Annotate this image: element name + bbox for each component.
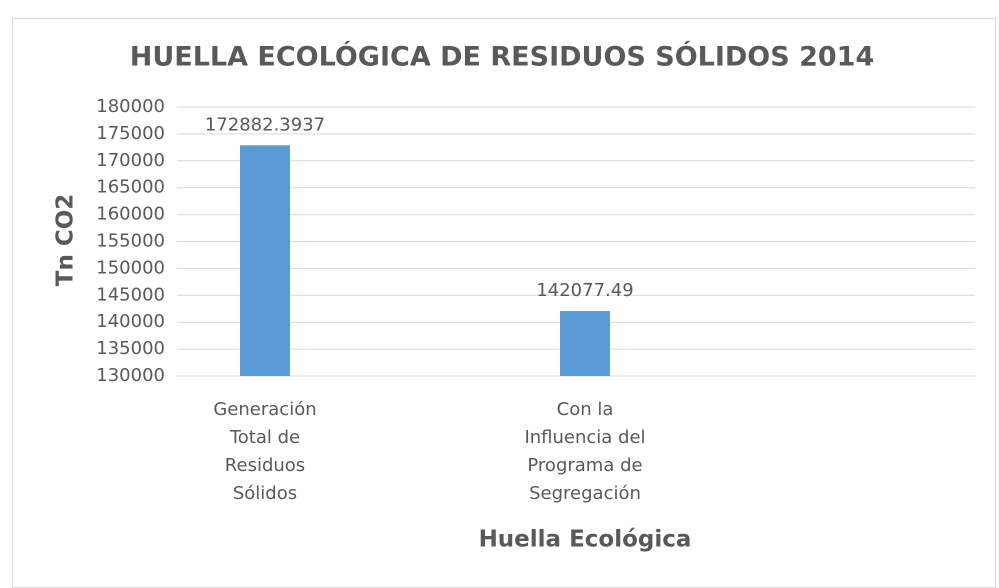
y-tick-label: 150000 (96, 257, 165, 278)
y-tick-label: 175000 (96, 123, 165, 144)
data-label: 172882.3937 (205, 114, 325, 135)
chart-title: HUELLA ECOLÓGICA DE RESIDUOS SÓLIDOS 201… (130, 41, 875, 73)
y-tick-label: 135000 (96, 338, 165, 359)
bar (560, 311, 610, 376)
y-tick-label: 165000 (96, 177, 165, 198)
y-tick-label: 180000 (96, 96, 165, 117)
y-tick-label: 160000 (96, 204, 165, 225)
x-axis-title: Huella Ecológica (479, 527, 692, 553)
y-tick-label: 130000 (96, 365, 165, 386)
x-tick-label: Generación Total de Residuos Sólidos (213, 399, 317, 504)
y-tick-label: 155000 (96, 231, 165, 252)
y-tick-label: 140000 (96, 311, 165, 332)
x-tick-label: Con la Influencia del Programa de Segreg… (524, 399, 646, 504)
y-tick-label: 145000 (96, 284, 165, 305)
bar (240, 145, 290, 376)
y-tick-label: 170000 (96, 150, 165, 171)
y-axis-title: Tn CO2 (53, 194, 79, 287)
data-label: 142077.49 (536, 280, 633, 301)
